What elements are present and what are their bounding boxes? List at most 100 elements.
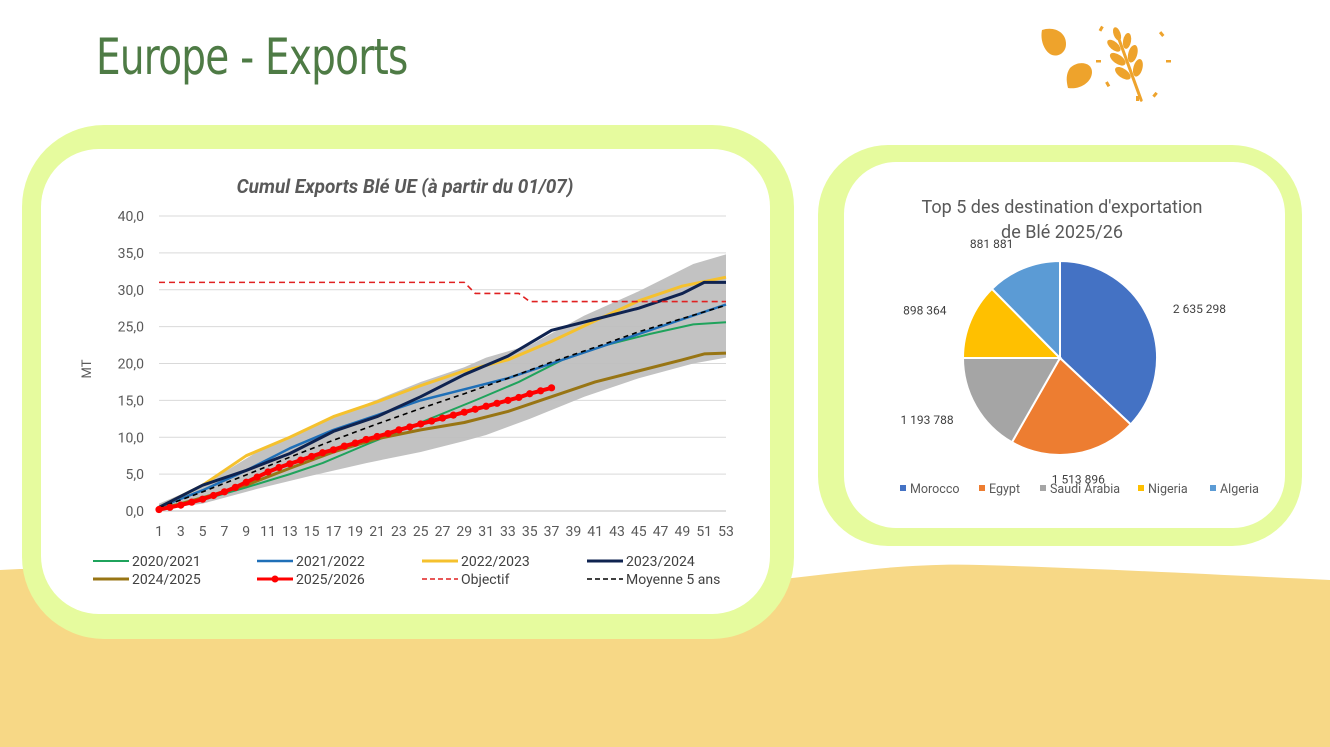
x-tick-labels: 1 3 5 7 9 11 13 15 17 19 21 23 25 27 29 31 33 35 37 39 41 43 4… [155, 524, 734, 540]
pie-label-nigeria: 898 364 [903, 303, 947, 317]
data-point-2025-2026 [264, 468, 272, 476]
x-tick-label: 51 [696, 524, 712, 540]
data-point-2025-2026 [526, 390, 534, 398]
y-tick-label: 0,0 [126, 504, 145, 520]
pie-legend: Morocco Egypt Saudi Arabia Nigeria Algeria [900, 482, 1259, 497]
legend-label-2020-2021: 2020/2021 [132, 554, 201, 570]
data-point-2025-2026 [199, 495, 207, 503]
pie-legend-label-morocco: Morocco [910, 482, 960, 497]
data-point-2025-2026 [438, 414, 447, 422]
x-tick-label: 43 [609, 524, 625, 540]
x-tick-label: 5 [199, 524, 207, 540]
page-title: Europe - Exports [96, 28, 408, 86]
x-tick-label: 29 [456, 524, 472, 540]
series-lines [155, 275, 727, 514]
y-axis-label: MT [80, 359, 95, 378]
series-line-2022-2023 [158, 275, 727, 509]
legend-label-2021-2022: 2021/2022 [296, 554, 365, 570]
x-tick-label: 23 [391, 524, 407, 540]
data-point-2025-2026 [231, 483, 239, 491]
data-point-2025-2026 [449, 411, 458, 419]
pie-legend-label-nigeria: Nigeria [1148, 482, 1188, 497]
data-point-2025-2026 [253, 473, 261, 481]
chart-title: Cumul Exports Blé UE (à partir du 01/07) [237, 175, 574, 198]
y-tick-labels: 0,0 5,0 10,0 15,0 20,0 25,0 30,0 35,0 40,0 [118, 209, 144, 520]
data-point-2025-2026 [275, 463, 283, 472]
x-tick-label: 41 [587, 524, 603, 540]
pie-legend-label-algeria: Algeria [1220, 482, 1259, 497]
x-tick-label: 31 [478, 524, 494, 540]
data-point-2025-2026 [515, 393, 523, 402]
data-point-2025-2026 [286, 460, 294, 468]
y-tick-label: 15,0 [118, 393, 144, 409]
cumulative-exports-chart: Cumul Exports Blé UE (à partir du 01/07)… [80, 175, 734, 588]
x-tick-label: 9 [242, 524, 250, 540]
series-line-objectif [159, 281, 726, 303]
pie-legend-swatch-nigeria [1138, 485, 1144, 491]
x-tick-label: 37 [544, 524, 560, 540]
series-line-moyenne-5-ans [158, 304, 727, 509]
data-point-2025-2026 [384, 429, 392, 438]
y-tick-label: 40,0 [118, 209, 144, 225]
x-tick-label: 27 [435, 524, 451, 540]
pie-legend-label-egypt: Egypt [989, 482, 1020, 497]
series-line-2024-2025 [158, 351, 727, 511]
data-point-2025-2026 [362, 435, 370, 444]
x-tick-label: 47 [653, 524, 669, 540]
legend-label-2025-2026: 2025/2026 [296, 572, 365, 588]
data-point-2025-2026 [504, 396, 512, 404]
x-tick-label: 19 [347, 524, 363, 540]
data-point-2025-2026 [166, 503, 174, 511]
legend-marker-2025-2026 [271, 575, 279, 583]
exports-chart-card: Cumul Exports Blé UE (à partir du 01/07)… [41, 149, 770, 614]
x-tick-label: 21 [369, 524, 385, 540]
data-point-2025-2026 [351, 439, 359, 447]
y-tick-label: 30,0 [118, 283, 144, 299]
x-tick-label: 15 [304, 524, 320, 540]
series-line-2020-2021 [158, 321, 727, 509]
y-tick-label: 35,0 [118, 246, 144, 262]
wheat-icon [1041, 25, 1171, 102]
exports-chart-panel: Cumul Exports Blé UE (à partir du 01/07)… [22, 125, 794, 639]
x-tick-label: 53 [718, 524, 734, 540]
x-tick-label: 33 [500, 524, 516, 540]
data-point-2025-2026 [537, 387, 545, 395]
x-tick-label: 7 [220, 524, 228, 540]
legend-label-moyenne-5-ans: Moyenne 5 ans [626, 572, 720, 588]
data-point-2025-2026 [220, 488, 229, 496]
x-tick-label: 13 [282, 524, 298, 540]
data-point-2025-2026 [482, 402, 490, 410]
destinations-chart-panel: Top 5 des destination d'exportation de B… [818, 145, 1302, 546]
data-point-2025-2026 [373, 432, 381, 441]
data-point-2025-2026 [308, 452, 316, 461]
data-point-2025-2026 [395, 426, 403, 434]
pie-legend-swatch-algeria [1210, 485, 1216, 491]
data-point-2025-2026 [297, 456, 305, 464]
data-point-2025-2026 [460, 408, 468, 416]
pie-slice-egypt [1010, 356, 1133, 456]
pie-slice-nigeria [961, 287, 1063, 360]
y-tick-label: 25,0 [118, 320, 144, 336]
data-point-2025-2026 [155, 505, 163, 514]
data-point-2025-2026 [209, 491, 218, 500]
x-tick-label: 45 [631, 524, 647, 540]
pie-slice-algeria [990, 259, 1061, 361]
data-point-2025-2026 [177, 501, 185, 509]
legend-label-2022-2023: 2022/2023 [461, 554, 530, 570]
pie-label-morocco: 2 635 298 [1173, 302, 1226, 316]
y-tick-label: 10,0 [118, 430, 144, 446]
data-point-2025-2026 [318, 449, 327, 457]
pie-slice-morocco [1059, 259, 1158, 426]
x-tick-label: 17 [326, 524, 342, 540]
x-tick-label: 25 [413, 524, 429, 540]
pie-legend-label-saudi-arabia: Saudi Arabia [1050, 482, 1120, 497]
pie-label-algeria: 881 881 [970, 237, 1013, 251]
pie-label-saudi-arabia: 1 193 788 [900, 413, 953, 427]
data-point-2025-2026 [406, 423, 414, 431]
y-tick-label: 20,0 [118, 357, 144, 373]
data-point-2025-2026 [340, 442, 348, 450]
data-point-2025-2026 [188, 498, 196, 506]
pie-label-egypt: 1 513 896 [1052, 473, 1105, 487]
legend-label-2024-2025: 2024/2025 [132, 572, 201, 588]
series-line-2023-2024 [158, 280, 726, 509]
